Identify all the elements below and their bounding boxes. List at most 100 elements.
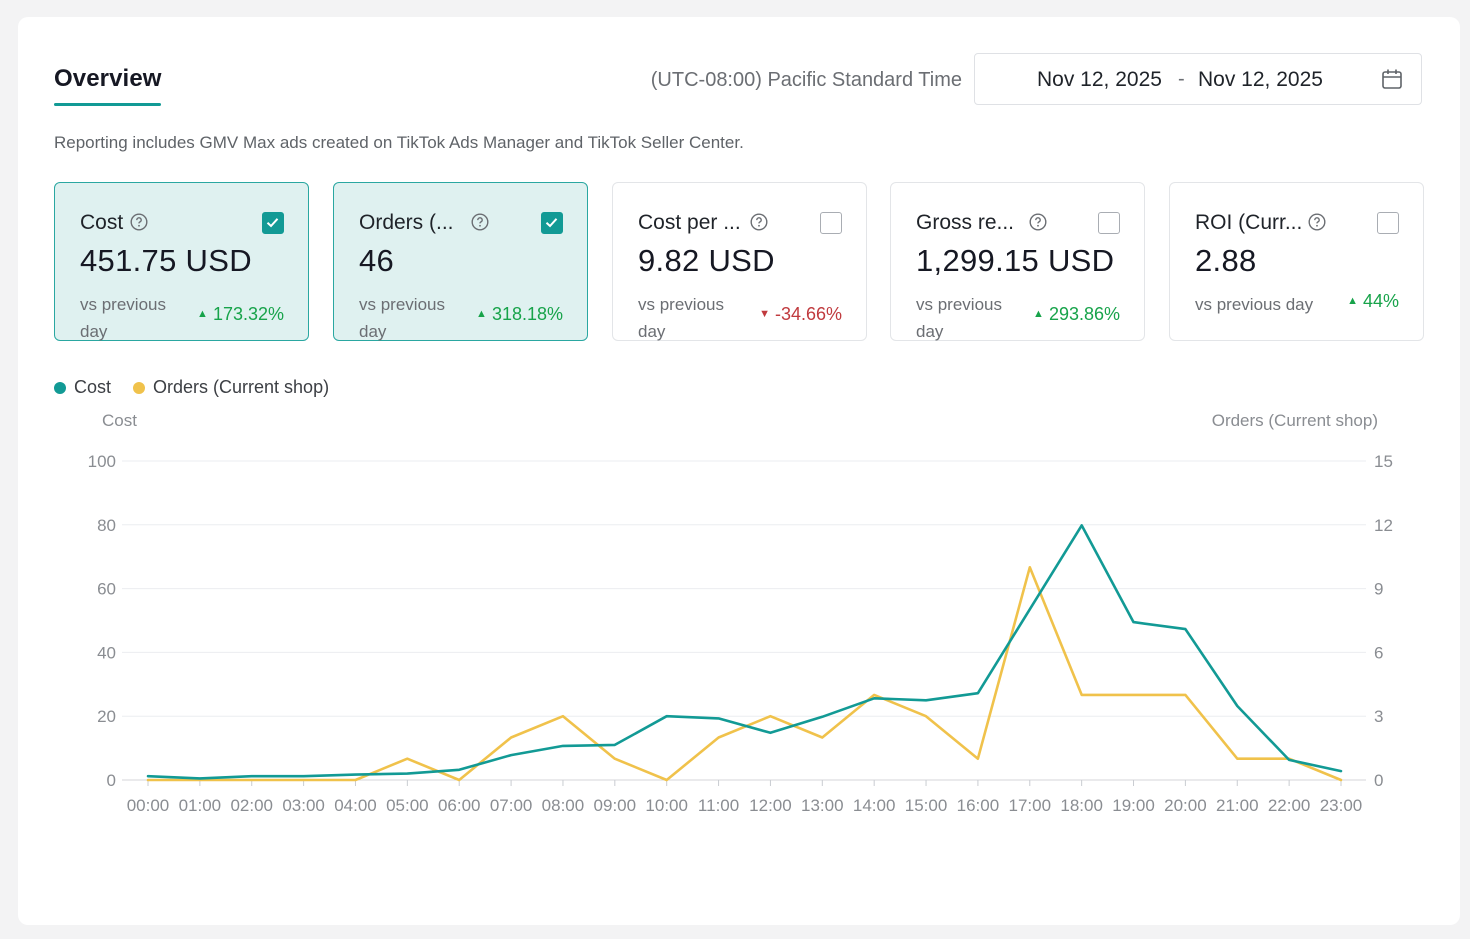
metric-card-cost-per[interactable]: Cost per ... 9.82 USD vs previous day ▼ … (612, 182, 867, 341)
x-tick-label: 22:00 (1268, 796, 1311, 815)
x-tick-label: 02:00 (230, 796, 273, 815)
y-right-tick-label: 9 (1374, 580, 1383, 599)
metric-card-roi[interactable]: ROI (Curr... 2.88 vs previous day ▲ 44% (1169, 182, 1424, 341)
legend-item-orders[interactable]: Orders (Current shop) (133, 377, 329, 398)
legend-dot-icon (133, 381, 146, 394)
metric-card-cost[interactable]: Cost 451.75 USD vs previous day ▲ 173.32… (54, 182, 309, 341)
metric-label: Cost (80, 211, 124, 234)
overview-card (18, 17, 1460, 925)
metric-change-value: 173.32% (212, 304, 284, 324)
date-range-picker[interactable]: Nov 12, 2025 - Nov 12, 2025 (974, 53, 1422, 105)
y-left-tick-label: 0 (107, 771, 116, 790)
x-tick-label: 13:00 (801, 796, 844, 815)
help-icon[interactable] (130, 213, 148, 231)
y-right-axis-title: Orders (Current shop) (1212, 411, 1378, 430)
metric-value: 1,299.15 USD (916, 243, 1115, 278)
y-right-tick-label: 3 (1374, 707, 1383, 726)
timezone-label: (UTC-08:00) Pacific Standard Time (650, 69, 962, 91)
y-left-tick-label: 40 (97, 643, 116, 662)
y-right-tick-label: 15 (1374, 452, 1393, 471)
x-tick-label: 16:00 (957, 796, 1000, 815)
legend-label: Orders (Current shop) (153, 377, 330, 397)
tab-overview[interactable]: Overview (54, 65, 162, 92)
date-start[interactable]: Nov 12, 2025 (1037, 68, 1162, 91)
metric-vs-label: vs previous day (1195, 295, 1314, 314)
calendar-icon[interactable] (1381, 68, 1403, 90)
y-right-tick-label: 6 (1374, 643, 1383, 662)
check-icon (266, 218, 279, 228)
y-left-tick-label: 80 (97, 516, 116, 535)
metric-label: Gross re... (916, 211, 1015, 234)
series-line-cost (146, 524, 1343, 780)
x-tick-label: 11:00 (698, 796, 739, 815)
legend-dot-icon (54, 381, 66, 394)
x-tick-label: 18:00 (1060, 796, 1103, 815)
metric-checkbox[interactable] (541, 212, 563, 234)
metric-checkbox[interactable] (262, 212, 284, 234)
metric-checkbox[interactable] (1377, 212, 1399, 234)
date-end[interactable]: Nov 12, 2025 (1198, 68, 1323, 91)
arrow-up-icon: ▲ (1347, 294, 1358, 307)
x-tick-label: 07:00 (490, 796, 533, 815)
help-icon[interactable] (1308, 213, 1326, 231)
metric-change: ▼ -34.66% (759, 304, 842, 325)
date-separator: - (1178, 68, 1185, 90)
metric-vs-label: vs previous day (80, 295, 166, 341)
y-right-tick-label: 0 (1374, 771, 1383, 790)
metric-card-orders[interactable]: Orders (... 46 vs previous day ▲ 318.18% (333, 182, 588, 341)
metric-label: Cost per ... (638, 211, 741, 234)
x-tick-label: 06:00 (438, 796, 481, 815)
legend-label: Cost (74, 377, 112, 397)
metric-change-value: -34.66% (774, 304, 842, 324)
metric-vs-label: vs previous day (359, 295, 445, 341)
metric-checkbox[interactable] (1098, 212, 1120, 234)
x-tick-label: 04:00 (334, 796, 377, 815)
metric-checkbox[interactable] (820, 212, 842, 234)
chart-legend: Cost Orders (Current shop) (54, 377, 329, 398)
metric-label: ROI (Curr... (1195, 211, 1303, 234)
x-tick-label: 05:00 (386, 796, 429, 815)
arrow-up-icon: ▲ (476, 307, 487, 320)
metric-change: ▲ 173.32% (197, 304, 284, 325)
metric-card-gross-revenue[interactable]: Gross re... 1,299.15 USD vs previous day… (890, 182, 1145, 341)
metric-vs-label: vs previous day (916, 295, 1002, 341)
metric-change: ▲ 44% (1347, 291, 1399, 312)
x-tick-label: 20:00 (1164, 796, 1207, 815)
x-tick-label: 10:00 (645, 796, 688, 815)
metric-change-value: 44% (1362, 291, 1399, 311)
help-icon[interactable] (750, 213, 768, 231)
y-left-axis-title: Cost (102, 411, 137, 430)
y-right-tick-label: 12 (1374, 516, 1393, 535)
metric-change: ▲ 293.86% (1033, 304, 1120, 325)
x-tick-label: 21:00 (1216, 796, 1259, 815)
x-tick-label: 19:00 (1112, 796, 1155, 815)
series-line-orders (146, 565, 1343, 782)
check-icon (545, 218, 558, 228)
metric-change-value: 293.86% (1048, 304, 1120, 324)
metric-value: 46 (359, 243, 395, 278)
help-icon[interactable] (1029, 213, 1047, 231)
metric-vs-label: vs previous day (638, 295, 724, 341)
metric-change: ▲ 318.18% (476, 304, 563, 325)
y-left-tick-label: 100 (88, 452, 116, 471)
y-left-tick-label: 60 (97, 580, 116, 599)
x-tick-label: 17:00 (1009, 796, 1052, 815)
reporting-notice: Reporting includes GMV Max ads created o… (54, 133, 744, 152)
x-tick-label: 09:00 (594, 796, 637, 815)
x-tick-label: 23:00 (1320, 796, 1363, 815)
arrow-up-icon: ▲ (1033, 307, 1044, 320)
tab-underline (54, 103, 161, 106)
metric-value: 9.82 USD (638, 243, 775, 278)
x-tick-label: 12:00 (749, 796, 792, 815)
x-tick-label: 01:00 (179, 796, 222, 815)
x-tick-label: 08:00 (542, 796, 585, 815)
x-tick-label: 03:00 (282, 796, 325, 815)
metric-change-value: 318.18% (491, 304, 563, 324)
metric-value: 451.75 USD (80, 243, 252, 278)
arrow-down-icon: ▼ (759, 307, 770, 320)
metric-value: 2.88 (1195, 243, 1257, 278)
help-icon[interactable] (471, 213, 489, 231)
y-left-tick-label: 20 (97, 707, 116, 726)
legend-item-cost[interactable]: Cost (54, 377, 111, 398)
